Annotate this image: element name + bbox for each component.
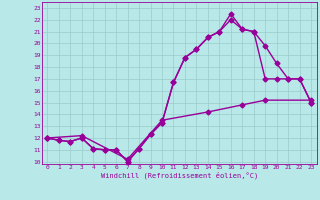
X-axis label: Windchill (Refroidissement éolien,°C): Windchill (Refroidissement éolien,°C) bbox=[100, 171, 258, 179]
